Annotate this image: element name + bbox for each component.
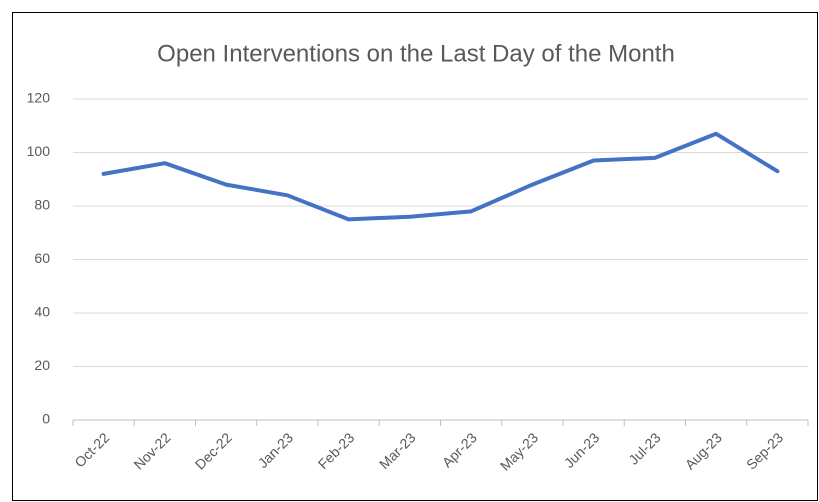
y-tick-label: 20 bbox=[34, 357, 50, 373]
y-tick-label: 100 bbox=[27, 143, 51, 159]
y-tick-label: 40 bbox=[34, 304, 50, 320]
chart-title: Open Interventions on the Last Day of th… bbox=[157, 40, 675, 67]
y-tick-label: 60 bbox=[34, 250, 50, 266]
y-tick-label: 80 bbox=[34, 197, 50, 213]
data-line bbox=[101, 131, 780, 222]
chart-frame bbox=[12, 12, 818, 501]
y-tick-label: 120 bbox=[27, 90, 51, 106]
y-tick-label: 0 bbox=[42, 411, 50, 427]
